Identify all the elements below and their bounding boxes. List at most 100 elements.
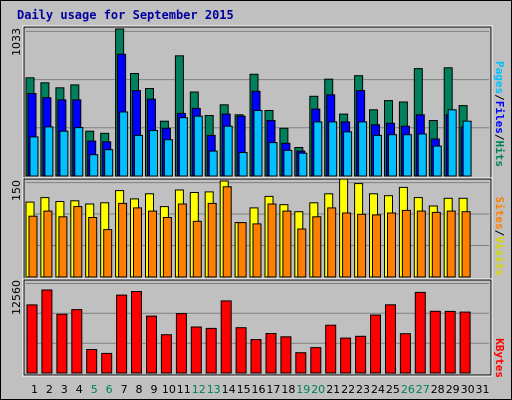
kbytes-bar <box>250 339 262 374</box>
kbytes-bar <box>41 289 53 374</box>
pages-bar <box>253 110 263 177</box>
kbytes-bar <box>190 326 202 374</box>
day-tick-label: 1 <box>31 383 38 396</box>
day-tick-label: 12 <box>192 383 206 396</box>
day-tick-label: 27 <box>416 383 430 396</box>
kbytes-bar <box>101 352 113 374</box>
day-tick-label: 19 <box>296 383 310 396</box>
day-tick-label: 3 <box>61 383 68 396</box>
kbytes-bar <box>205 327 217 374</box>
sites-bar <box>28 215 38 278</box>
kbytes-bar <box>399 333 411 374</box>
kbytes-bar <box>325 324 337 374</box>
kbytes-bar <box>310 347 322 374</box>
pages-bar <box>462 120 472 177</box>
day-tick-label: 30 <box>461 383 475 396</box>
pages-bar <box>358 121 368 177</box>
pages-bar <box>238 152 248 177</box>
kbytes-bar <box>280 336 292 374</box>
kbytes-bar <box>175 313 187 374</box>
sites-bar <box>73 206 83 278</box>
day-tick-label: 10 <box>162 383 176 396</box>
sites-bar <box>222 186 232 278</box>
pages-bar <box>44 126 54 177</box>
sites-bar <box>43 210 53 278</box>
pages-bar <box>223 125 233 177</box>
day-tick-label: 9 <box>151 383 158 396</box>
pages-bar <box>328 121 338 177</box>
day-tick-label: 16 <box>252 383 266 396</box>
kbytes-bar <box>146 315 157 374</box>
sites-bar <box>312 216 322 278</box>
kbytes-bar <box>160 334 172 374</box>
pages-bar <box>163 139 173 177</box>
sites-bar <box>431 211 441 278</box>
day-tick-label: 29 <box>446 383 460 396</box>
kbytes-panel-legend: KBytes <box>493 208 506 378</box>
sites-bar <box>148 210 157 278</box>
day-tick-label: 11 <box>177 383 191 396</box>
day-tick-label: 5 <box>91 383 98 396</box>
day-tick-label: 23 <box>356 383 370 396</box>
pages-bar <box>74 127 84 177</box>
kbytes-bar <box>444 310 456 374</box>
legend-separator: / <box>493 94 506 101</box>
day-tick-label: 14 <box>222 383 236 396</box>
sites-bar <box>387 212 396 278</box>
pages-bar <box>388 134 397 177</box>
kbytes-bar <box>265 333 277 374</box>
sites-bar <box>342 212 352 278</box>
sites-bar <box>207 202 217 278</box>
pages-bar <box>343 131 353 177</box>
sites-bar <box>446 210 456 278</box>
kbytes-bar <box>220 300 232 374</box>
pages-bar <box>89 154 99 177</box>
sites-bar <box>327 207 337 278</box>
sites-bar <box>118 202 128 278</box>
sites-bar <box>267 203 277 278</box>
day-tick-label: 21 <box>326 383 340 396</box>
pages-bar <box>402 134 412 177</box>
kbytes-bar <box>459 311 471 374</box>
pages-bar <box>417 133 427 177</box>
pages-bar <box>268 142 278 177</box>
sites-bar <box>103 229 113 278</box>
kbytes-panel-frame <box>22 278 493 377</box>
day-tick-label: 4 <box>76 383 83 396</box>
pages-bar <box>447 109 457 177</box>
sites-bar <box>162 217 172 278</box>
pages-bar <box>59 130 69 177</box>
kbytes-bar <box>355 335 367 374</box>
pages-bar <box>283 149 293 177</box>
sites-bar <box>372 214 381 278</box>
y-max-visits-panel: 150 <box>10 180 23 201</box>
sites-bar <box>192 220 202 278</box>
sites-bar <box>58 216 68 278</box>
chart-title: Daily usage for September 2015 <box>17 8 234 22</box>
day-tick-label: 13 <box>207 383 221 396</box>
kbytes-bar <box>71 309 83 374</box>
pages-bar <box>104 149 114 177</box>
kbytes-bar <box>235 327 247 374</box>
sites-bar <box>357 213 367 278</box>
sites-bar <box>282 210 292 278</box>
day-tick-label: 17 <box>266 383 280 396</box>
kbytes-bar <box>26 304 38 374</box>
legend-pages: Pages <box>493 61 506 95</box>
day-tick-label: 24 <box>371 383 385 396</box>
sites-bar <box>252 223 262 278</box>
y-max-kbytes-panel: 12560 <box>10 280 23 315</box>
pages-bar <box>29 136 39 177</box>
day-tick-label: 22 <box>341 383 355 396</box>
kbytes-bar <box>116 294 128 374</box>
pages-bar <box>178 117 188 177</box>
pages-bar <box>149 130 158 177</box>
sites-bar <box>461 211 471 278</box>
pages-bar <box>208 150 218 177</box>
pages-bar <box>432 145 442 177</box>
y-max-hits-panel: 1033 <box>10 28 23 56</box>
pages-bar <box>134 134 143 177</box>
pages-bar <box>313 121 323 177</box>
day-tick-label: 18 <box>281 383 295 396</box>
